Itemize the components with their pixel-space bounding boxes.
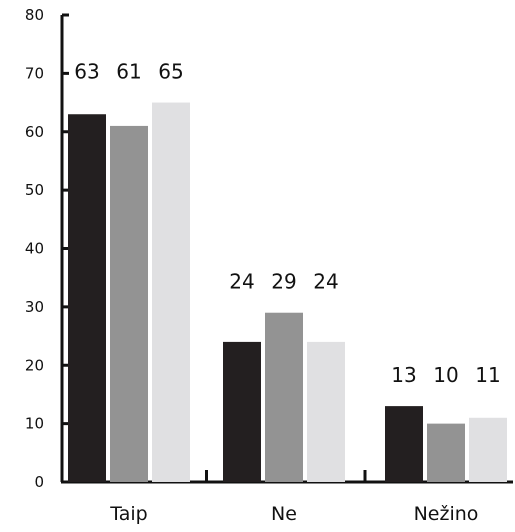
bar [223,341,261,482]
x-category-label: Nežino [414,503,479,525]
y-tick-label: 10 [25,415,44,433]
bar [469,417,507,482]
data-label: 13 [391,363,416,387]
y-tick-label: 20 [25,356,44,374]
data-label: 11 [475,363,500,387]
bar [152,102,190,482]
bar [265,312,303,482]
data-label: 29 [271,270,296,294]
x-category-label: Ne [271,503,297,525]
chart-axes: 0 10 20 30 40 50 60 70 80 Taip Ne Nežino [25,6,513,525]
y-tick-label: 70 [25,64,44,82]
y-tick-label: 40 [25,240,44,258]
data-label: 24 [229,270,254,294]
y-tick-label: 0 [34,473,44,491]
y-tick-label: 60 [25,123,44,141]
data-label: 10 [433,363,458,387]
y-tick-label: 30 [25,298,44,316]
data-label: 61 [116,60,141,84]
bar [110,125,148,482]
y-tick-label: 50 [25,181,44,199]
bar [385,406,423,482]
bar [307,341,345,482]
x-category-label: Taip [109,503,147,525]
data-label: 63 [74,60,99,84]
chart-data-labels: 63 61 65 24 29 24 13 10 11 [74,60,500,388]
y-tick-label: 80 [25,6,44,24]
data-label: 24 [313,270,338,294]
data-label: 65 [158,60,183,84]
bar [68,114,106,483]
bar [427,423,465,482]
chart-bars [68,102,507,483]
